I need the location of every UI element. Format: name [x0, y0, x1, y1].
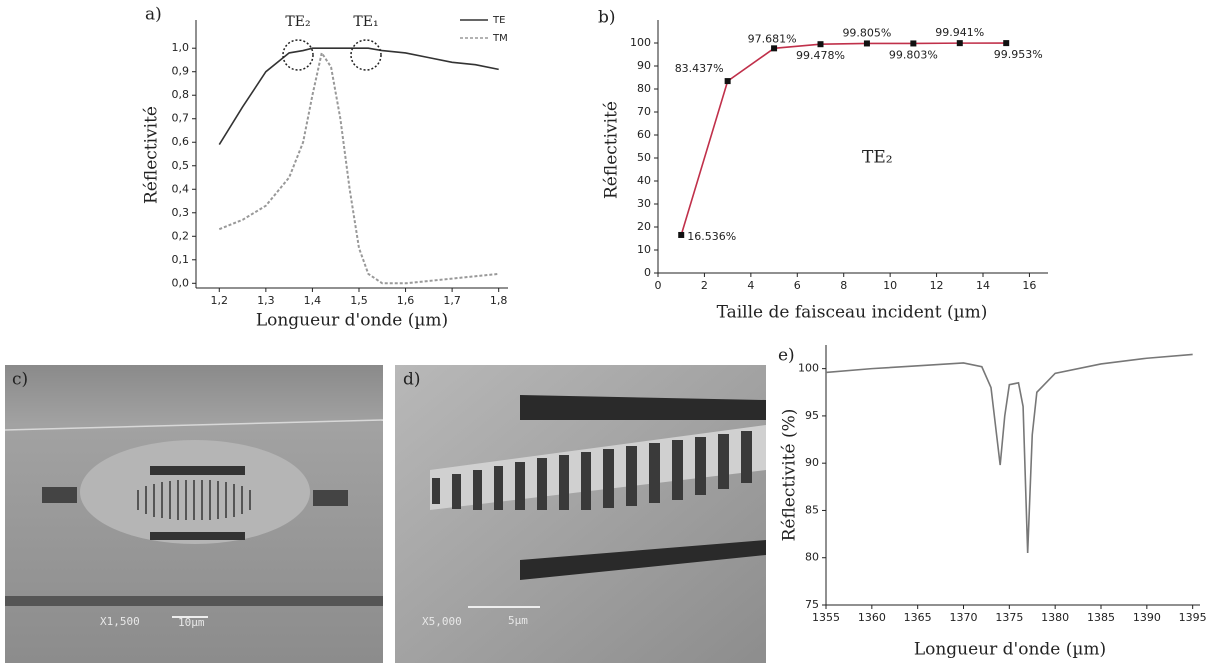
legend-label: TE: [492, 15, 505, 26]
x-axis-title: Taille de faisceau incident (µm): [717, 303, 988, 323]
y-tick-label: 0,1: [172, 253, 190, 266]
sem-image-c: [4, 365, 384, 663]
annotation: TE₁: [353, 14, 378, 30]
y-tick-label: 0,0: [172, 276, 190, 289]
value-label: 99.805%: [842, 26, 891, 39]
x-tick-label: 1390: [1133, 611, 1161, 624]
y-tick-label: 80: [637, 82, 651, 95]
y-tick-label: 0,2: [172, 229, 190, 242]
x-tick-label: 14: [976, 279, 990, 292]
series-line: [218, 50, 499, 285]
x-tick-label: 1,8: [490, 294, 508, 307]
annotation: TE₂: [862, 148, 893, 168]
point: [1003, 40, 1010, 47]
y-tick-label: 70: [637, 105, 651, 118]
y-tick-label: 90: [805, 456, 819, 469]
y-axis-title: Réflectivité: [602, 101, 622, 199]
point: [724, 78, 731, 85]
x-tick-label: 1,6: [397, 294, 415, 307]
y-tick-label: 75: [805, 598, 819, 611]
x-tick-label: 16: [1022, 279, 1036, 292]
x-tick-label: 1365: [904, 611, 932, 624]
series-line: [825, 353, 1193, 554]
value-label: 99.953%: [994, 48, 1043, 61]
point: [817, 41, 824, 48]
y-tick-label: 0,6: [172, 135, 190, 148]
annotation-circle: [350, 39, 382, 71]
point: [678, 231, 685, 238]
value-label: 16.536%: [687, 230, 736, 243]
x-tick-label: 2: [701, 279, 708, 292]
x-tick-label: 1380: [1041, 611, 1069, 624]
y-tick-label: 0,4: [172, 182, 190, 195]
x-tick-label: 12: [930, 279, 944, 292]
y-tick-label: 50: [637, 151, 651, 164]
series-line: [218, 47, 499, 146]
y-tick-label: 0,3: [172, 206, 190, 219]
value-label: 99.941%: [935, 26, 984, 39]
y-tick-label: 0,5: [172, 159, 190, 172]
panel-label: a): [145, 5, 162, 25]
x-tick-label: 1395: [1179, 611, 1207, 624]
point: [910, 40, 917, 47]
y-tick-label: 1,0: [172, 41, 190, 54]
x-axis-title: Longueur d'onde (µm): [256, 311, 448, 331]
x-tick-label: 8: [840, 279, 847, 292]
x-tick-label: 1355: [812, 611, 840, 624]
y-tick-label: 90: [637, 59, 651, 72]
magnification: X5,000: [422, 615, 462, 628]
x-tick-label: 4: [747, 279, 754, 292]
annotation-circle: [282, 39, 314, 71]
panel-label: c): [12, 370, 28, 390]
y-tick-label: 0: [644, 266, 651, 279]
magnification: X1,500: [100, 615, 140, 628]
y-tick-label: 20: [637, 220, 651, 233]
x-tick-label: 1,3: [257, 294, 275, 307]
panel-label: b): [598, 8, 616, 28]
x-tick-label: 1360: [858, 611, 886, 624]
x-tick-label: 1385: [1087, 611, 1115, 624]
scale-bar-label: 10µm: [178, 616, 205, 629]
x-tick-label: 0: [655, 279, 662, 292]
panel-label: d): [403, 370, 421, 390]
y-axis-title: Réflectivité (%): [780, 409, 800, 542]
annotation: TE₂: [285, 14, 310, 30]
scale-bar-label: 5µm: [508, 614, 528, 627]
y-tick-label: 0,7: [172, 112, 190, 125]
y-axis-title: Réflectivité: [142, 106, 162, 204]
value-label: 99.478%: [796, 49, 845, 62]
y-tick-label: 40: [637, 174, 651, 187]
value-label: 99.803%: [889, 48, 938, 61]
panel-label: e): [778, 346, 795, 366]
x-tick-label: 1375: [995, 611, 1023, 624]
y-tick-label: 100: [798, 362, 819, 375]
x-tick-label: 1,7: [443, 294, 461, 307]
x-tick-label: 6: [794, 279, 801, 292]
x-tick-label: 1,4: [304, 294, 322, 307]
series-line: [680, 42, 1007, 236]
sem-image-d: [395, 365, 766, 663]
value-label: 83.437%: [675, 62, 724, 75]
x-tick-label: 10: [883, 279, 897, 292]
x-tick-label: 1370: [950, 611, 978, 624]
point: [956, 40, 963, 47]
y-tick-label: 80: [805, 551, 819, 564]
x-tick-label: 1,5: [350, 294, 368, 307]
point: [771, 45, 778, 52]
y-tick-label: 85: [805, 503, 819, 516]
y-tick-label: 100: [630, 36, 651, 49]
value-label: 97.681%: [748, 32, 797, 45]
y-tick-label: 60: [637, 128, 651, 141]
y-tick-label: 0,8: [172, 88, 190, 101]
x-axis-title: Longueur d'onde (µm): [914, 640, 1106, 660]
point: [863, 40, 870, 47]
y-tick-label: 95: [805, 409, 819, 422]
x-tick-label: 1,2: [211, 294, 229, 307]
legend-label: TM: [492, 33, 508, 44]
y-tick-label: 0,9: [172, 65, 190, 78]
y-tick-label: 10: [637, 243, 651, 256]
y-tick-label: 30: [637, 197, 651, 210]
